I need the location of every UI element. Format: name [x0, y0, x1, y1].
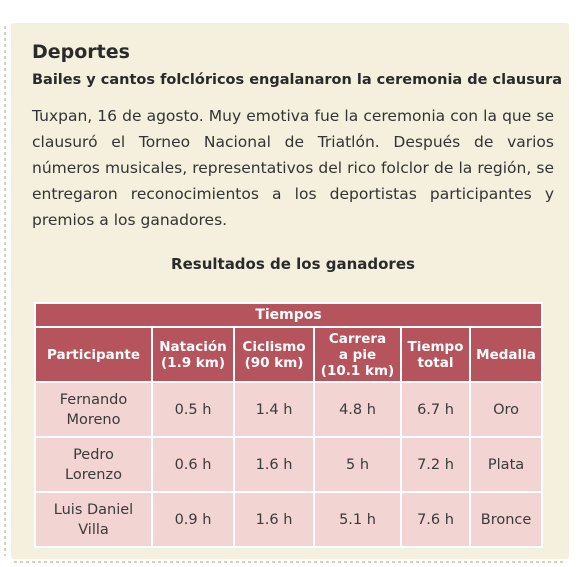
cell-participante: Pedro Lorenzo — [34, 436, 153, 493]
header-carrera-line-2: a pie — [338, 346, 377, 363]
results-table: Tiempos Participante Natación (1.9 km) C… — [33, 302, 544, 548]
header-carrera-line-1: Carrera — [328, 330, 387, 347]
cell-natacion: 0.6 h — [151, 436, 235, 493]
table-row: Pedro Lorenzo 0.6 h 1.6 h 5 h 7.2 h Plat… — [34, 436, 544, 493]
table-group-header-row: Tiempos — [33, 302, 544, 328]
participant-second-line: Villa — [78, 521, 109, 538]
cell-ciclismo: 1.4 h — [233, 381, 315, 438]
cell-carrera: 5.1 h — [313, 491, 402, 548]
cell-participante: Luis Daniel Villa — [34, 491, 153, 548]
participant-second-line: Lorenzo — [65, 466, 122, 483]
table-title: Resultados de los ganadores — [171, 255, 415, 273]
table-row: Fernando Moreno 0.5 h 1.4 h 4.8 h 6.7 h … — [34, 381, 544, 438]
header-ciclismo-line-1: Ciclismo — [242, 338, 306, 355]
section-title: Deportes — [32, 41, 130, 63]
table-header-row: Participante Natación (1.9 km) Ciclismo … — [34, 326, 544, 383]
cell-natacion: 0.9 h — [151, 491, 235, 548]
cell-medalla: Oro — [468, 381, 544, 438]
cell-ciclismo: 1.6 h — [233, 491, 315, 548]
header-natacion-line-2: (1.9 km) — [161, 354, 225, 371]
cell-carrera: 4.8 h — [313, 381, 402, 438]
participant-first-line: Fernando — [59, 391, 128, 408]
cell-medalla: Bronce — [468, 491, 544, 548]
header-natacion-line-1: Natación — [159, 338, 227, 355]
cell-tiempo-total: 6.7 h — [400, 381, 471, 438]
header-carrera: Carrera a pie (10.1 km) — [313, 326, 402, 383]
header-carrera-line-3: (10.1 km) — [320, 362, 395, 379]
article-body: Tuxpan, 16 de agosto. Muy emotiva fue la… — [32, 107, 554, 229]
cell-ciclismo: 1.6 h — [233, 436, 315, 493]
cell-tiempo-total: 7.6 h — [400, 491, 471, 548]
header-total-line-2: total — [417, 354, 454, 371]
participant-first-line: Pedro — [73, 446, 114, 463]
bottom-stitch-border — [14, 561, 566, 563]
cell-participante: Fernando Moreno — [34, 381, 153, 438]
header-participante: Participante — [34, 326, 153, 383]
header-natacion: Natación (1.9 km) — [151, 326, 235, 383]
header-ciclismo: Ciclismo (90 km) — [233, 326, 315, 383]
left-stitch-border — [4, 26, 6, 556]
table-row: Luis Daniel Villa 0.9 h 1.6 h 5.1 h 7.6 … — [34, 491, 544, 548]
cell-natacion: 0.5 h — [151, 381, 235, 438]
cell-carrera: 5 h — [313, 436, 402, 493]
group-header-tiempos: Tiempos — [33, 302, 544, 328]
cell-medalla: Plata — [468, 436, 544, 493]
participant-second-line: Moreno — [66, 411, 121, 428]
header-tiempo-total: Tiempo total — [400, 326, 471, 383]
header-total-line-1: Tiempo — [407, 338, 464, 355]
header-medalla: Medalla — [468, 326, 544, 383]
header-ciclismo-line-2: (90 km) — [244, 354, 304, 371]
article-headline: Bailes y cantos folclóricos engalanaron … — [32, 72, 563, 88]
participant-first-line: Luis Daniel — [53, 501, 134, 518]
cell-tiempo-total: 7.2 h — [400, 436, 471, 493]
